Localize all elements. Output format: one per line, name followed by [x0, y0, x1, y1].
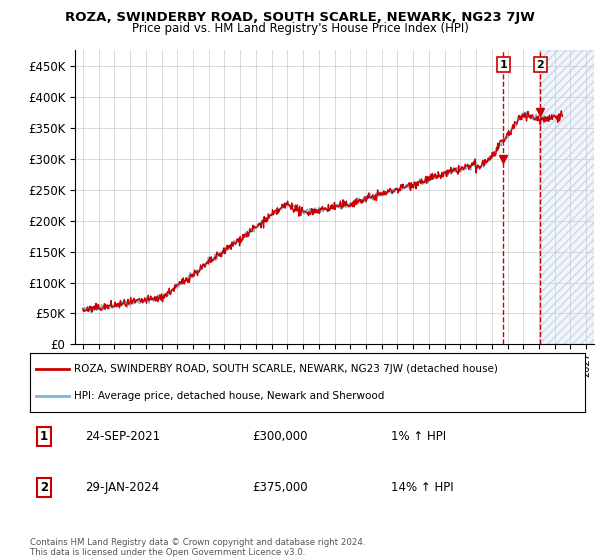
Text: 1% ↑ HPI: 1% ↑ HPI — [391, 431, 446, 444]
Text: ROZA, SWINDERBY ROAD, SOUTH SCARLE, NEWARK, NG23 7JW (detached house): ROZA, SWINDERBY ROAD, SOUTH SCARLE, NEWA… — [74, 364, 498, 374]
Text: 1: 1 — [40, 431, 48, 444]
Bar — [540, 50, 594, 344]
Text: 14% ↑ HPI: 14% ↑ HPI — [391, 482, 454, 494]
Text: HPI: Average price, detached house, Newark and Sherwood: HPI: Average price, detached house, Newa… — [74, 391, 385, 402]
Text: 2: 2 — [536, 59, 544, 69]
Text: 29-JAN-2024: 29-JAN-2024 — [86, 482, 160, 494]
Text: £300,000: £300,000 — [252, 431, 308, 444]
Text: ROZA, SWINDERBY ROAD, SOUTH SCARLE, NEWARK, NG23 7JW: ROZA, SWINDERBY ROAD, SOUTH SCARLE, NEWA… — [65, 11, 535, 24]
Text: 1: 1 — [499, 59, 507, 69]
Text: 24-SEP-2021: 24-SEP-2021 — [86, 431, 161, 444]
Text: Price paid vs. HM Land Registry's House Price Index (HPI): Price paid vs. HM Land Registry's House … — [131, 22, 469, 35]
Text: £375,000: £375,000 — [252, 482, 308, 494]
Text: 2: 2 — [40, 482, 48, 494]
Text: Contains HM Land Registry data © Crown copyright and database right 2024.
This d: Contains HM Land Registry data © Crown c… — [30, 538, 365, 557]
Bar — [540, 50, 594, 344]
